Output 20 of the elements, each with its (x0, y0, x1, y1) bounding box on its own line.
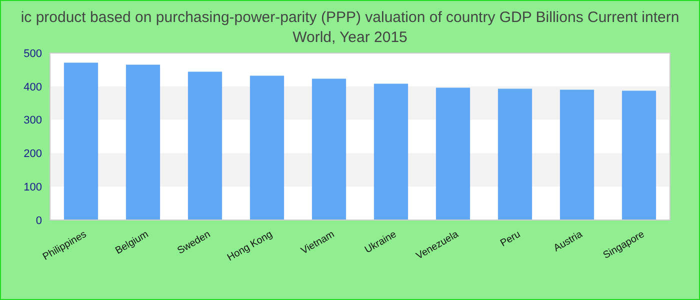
bar (312, 78, 346, 220)
chart-subtitle: World, Year 2015 (292, 29, 408, 46)
x-tick-label: Peru (498, 229, 522, 250)
chart-title: ic product based on purchasing-power-parity (PPP) valuation of country GDP Billions Current intern (20, 9, 680, 26)
y-tick-label: 200 (24, 148, 42, 160)
bar (64, 62, 98, 220)
bar (188, 72, 222, 220)
y-tick-label: 500 (24, 48, 42, 60)
y-tick-label: 100 (24, 181, 42, 194)
bar (560, 90, 594, 220)
bar (436, 88, 470, 220)
y-tick-label: 300 (24, 114, 42, 127)
y-tick-label: 0 (36, 214, 42, 227)
x-tick-label: Hong Kong (226, 229, 274, 264)
bar (622, 90, 656, 220)
bar (498, 88, 532, 220)
bar (374, 84, 408, 220)
bar (126, 64, 160, 220)
y-tick-label: 400 (24, 81, 42, 94)
bar (250, 76, 284, 220)
